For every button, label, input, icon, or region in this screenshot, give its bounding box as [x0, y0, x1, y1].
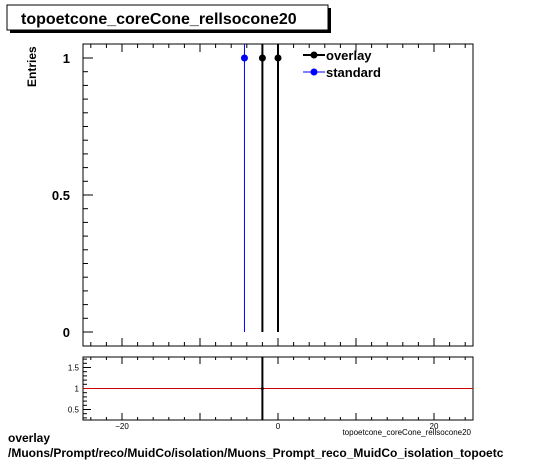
legend-label-standard: standard — [326, 65, 381, 80]
legend-marker-overlay — [310, 51, 318, 59]
chart-title: topoetcone_coreCone_rellsocone20 — [21, 11, 297, 28]
ratio-x-axis: −20 0 20 — [90, 357, 466, 431]
y-axis-label: Entries — [25, 46, 39, 87]
y-tick-label: 0 — [63, 325, 70, 340]
ratio-y-tick-label: 1.5 — [68, 364, 80, 373]
ratio-y-tick-label: 0.5 — [68, 406, 80, 415]
main-y-axis: 00.51 — [52, 51, 93, 340]
y-tick-label: 0.5 — [52, 188, 70, 203]
footer-line-2: /Muons/Prompt/reco/MuidCo/isolation/Muon… — [8, 446, 504, 460]
y-tick-label: 1 — [63, 51, 70, 66]
series-layer — [240, 44, 282, 332]
title-box — [6, 4, 329, 31]
series-overlay-point — [274, 54, 282, 62]
legend: overlay standard — [303, 48, 381, 80]
legend-marker-standard — [310, 68, 318, 76]
x-axis-label: topoetcone_coreCone_rellsocone20 — [342, 428, 471, 437]
x-tick-label: −20 — [115, 422, 129, 431]
ratio-y-tick-label: 1 — [75, 385, 80, 394]
x-tick-label: 0 — [276, 422, 281, 431]
ratio-point — [260, 387, 264, 390]
ratio-layer — [83, 357, 473, 420]
main-x-axis — [90, 44, 466, 346]
footer-line-1: overlay — [8, 431, 50, 445]
x-tick-label: 20 — [430, 422, 439, 431]
series-overlay-point — [258, 54, 266, 62]
legend-label-overlay: overlay — [326, 48, 372, 63]
series-standard-point — [240, 54, 248, 62]
